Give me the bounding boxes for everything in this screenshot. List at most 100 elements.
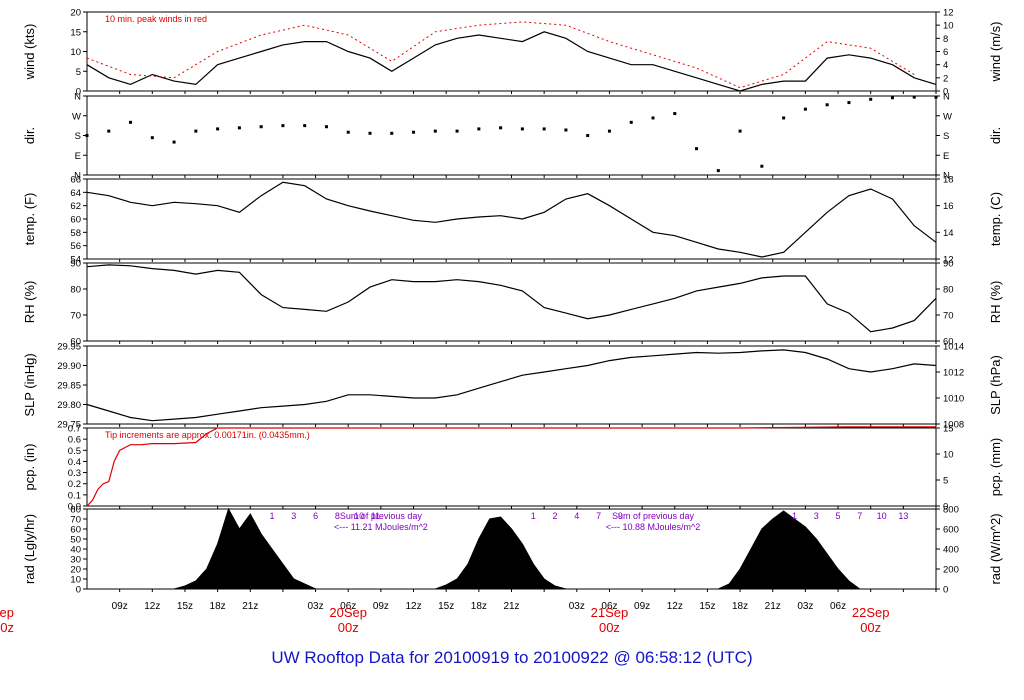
y-axis-label: wind (kts) [22, 24, 37, 81]
temp-series-0 [86, 181, 937, 258]
y2-axis-label: rad (W/m^2) [988, 513, 1003, 584]
y-tick-label: 20 [70, 8, 81, 19]
y-tick-label: 64 [70, 188, 81, 199]
y-tick-label: 10 [70, 47, 81, 58]
rad-area-series [173, 507, 862, 590]
pcp-annotation: Tip increments are approx. 0.00171in. (0… [105, 430, 310, 440]
y-tick-label: 0.5 [68, 446, 81, 457]
y-tick-label: 80 [70, 505, 81, 516]
x-tick-label: 09z [634, 601, 650, 612]
y-tick-label: 0 [76, 585, 81, 596]
pcp-series-0 [86, 426, 936, 507]
y2-tick-label: 2 [943, 73, 948, 84]
x-tick-label: 03z [569, 601, 585, 612]
rad-sum-note: Sum of previous day [340, 511, 423, 521]
rad-hour-label: 7 [596, 511, 601, 521]
y2-tick-label: 1008 [943, 420, 964, 431]
y2-tick-label: 10 [943, 450, 954, 461]
dir-point [847, 101, 851, 105]
dir-point [716, 169, 720, 173]
dir-point [499, 126, 503, 130]
x-tick-label: 18z [732, 601, 748, 612]
x-tick-label: 12z [405, 601, 421, 612]
dir-point [890, 96, 894, 100]
y-tick-label: 29.90 [57, 361, 81, 372]
dir-point [259, 125, 263, 129]
y2-axis-label: temp. (C) [988, 192, 1003, 246]
y-axis-label: temp. (F) [22, 193, 37, 246]
x-tick-label: 09z [112, 601, 128, 612]
rad-hour-label: 1 [792, 511, 797, 521]
y-tick-label: 70 [70, 515, 81, 526]
y2-tick-label: 4 [943, 60, 948, 71]
day-hour-label: 00z [338, 620, 359, 635]
rh-series-0 [86, 264, 937, 333]
y-tick-label: 0.6 [68, 435, 81, 446]
y2-tick-label: 800 [943, 505, 959, 516]
y-tick-label: 0 [76, 87, 81, 98]
y-tick-label: S [75, 131, 81, 142]
y2-tick-label: E [943, 151, 949, 162]
rad-hour-label: 6 [313, 511, 318, 521]
dir-point [390, 131, 394, 135]
y2-tick-label: 15 [943, 424, 954, 435]
y2-tick-label: N [943, 92, 950, 103]
y2-tick-label: 12 [943, 255, 954, 266]
y-tick-label: N [74, 171, 81, 182]
x-tick-label: 18z [210, 601, 226, 612]
figure-title: UW Rooftop Data for 20100919 to 20100922… [271, 648, 753, 667]
rad-hour-label: 3 [291, 511, 296, 521]
y-tick-label: 62 [70, 201, 81, 212]
dir-point [542, 127, 546, 131]
y-tick-label: 0.0 [68, 502, 81, 513]
dir-point [237, 126, 241, 130]
y-tick-label: 80 [70, 285, 81, 296]
y2-tick-label: S [943, 131, 949, 142]
dir-point [303, 124, 307, 128]
dir-point [150, 136, 154, 140]
dir-point [564, 128, 568, 132]
y-tick-label: W [72, 111, 81, 122]
y2-tick-label: 6 [943, 47, 948, 58]
dir-point [912, 95, 916, 99]
y2-tick-label: 5 [943, 476, 948, 487]
y-tick-label: 0.2 [68, 479, 81, 490]
wind-series-1 [86, 21, 915, 89]
panel-frame-wind [86, 11, 937, 92]
x-tick-label: 21z [242, 601, 258, 612]
y-tick-label: N [74, 92, 81, 103]
y-tick-label: 29.75 [57, 420, 81, 431]
y-tick-label: E [75, 151, 81, 162]
panel-frame-dir [86, 95, 937, 176]
dir-point [629, 120, 633, 124]
y-tick-label: 30 [70, 555, 81, 566]
y-tick-label: 5 [76, 67, 81, 78]
y-axis-label: SLP (inHg) [22, 353, 37, 416]
x-tick-label: 06z [340, 601, 356, 612]
panel-frame-rh [86, 262, 937, 342]
x-tick-label: 12z [144, 601, 160, 612]
dir-point [368, 131, 372, 135]
y-tick-label: 54 [70, 255, 81, 266]
y-tick-label: 90 [70, 259, 81, 270]
rad-hour-label: 13 [898, 511, 908, 521]
dir-point [281, 124, 285, 128]
wind-annotation: 10 min. peak winds in red [105, 14, 207, 24]
dir-point [324, 125, 328, 129]
y2-tick-label: 60 [943, 337, 954, 348]
rad-hour-label: 1 [531, 511, 536, 521]
rad-hour-label: 10 [354, 511, 364, 521]
dir-point [172, 140, 176, 144]
day-hour-label: 00z [0, 620, 14, 635]
x-tick-label: 18z [471, 601, 487, 612]
y-tick-label: 29.85 [57, 381, 81, 392]
y2-tick-label: 16 [943, 201, 954, 212]
y2-tick-label: 0 [943, 502, 948, 513]
panel-frame-temp [86, 178, 937, 260]
dir-point [607, 129, 611, 133]
y-tick-label: 66 [70, 175, 81, 186]
rad-hour-label: 9 [618, 511, 623, 521]
y-axis-label: dir. [22, 127, 37, 144]
wind-series-0 [86, 31, 937, 92]
y-tick-label: 70 [70, 311, 81, 322]
